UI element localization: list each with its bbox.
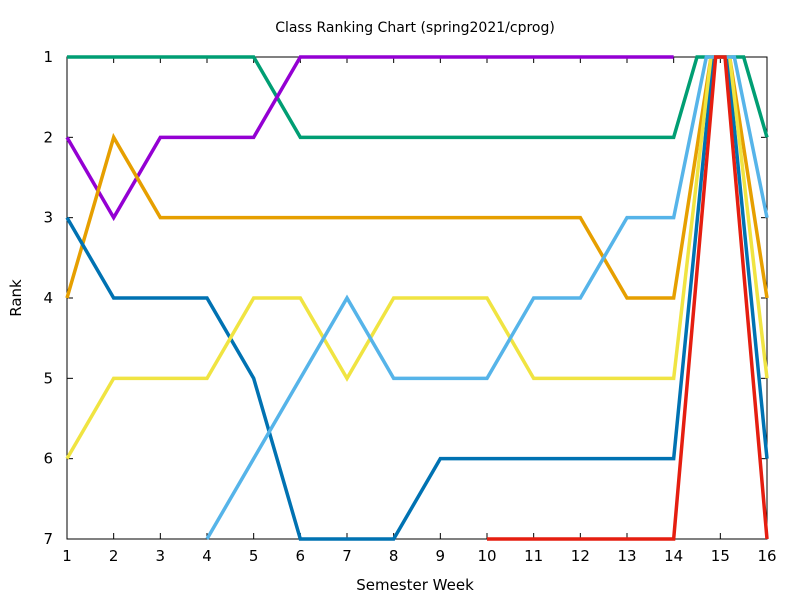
x-tick-label: 13: [617, 547, 636, 565]
x-tick-label: 9: [436, 547, 446, 565]
y-tick-label: 5: [43, 369, 53, 387]
series-line-2: [65, 55, 674, 222]
y-tick-label: 7: [43, 530, 53, 548]
series-group: [65, 55, 769, 541]
x-tick-label: 11: [524, 547, 543, 565]
y-tick-label: 4: [43, 289, 53, 307]
x-tick-label: 12: [571, 547, 590, 565]
series-line-1: [67, 55, 769, 140]
x-tick-label: 1: [62, 547, 72, 565]
x-tick-label: 2: [109, 547, 119, 565]
x-tick-label: 7: [342, 547, 352, 565]
chart-title: Class Ranking Chart (spring2021/cprog): [275, 20, 555, 36]
x-tick-label: 10: [477, 547, 496, 565]
series-line-4: [65, 55, 769, 541]
y-tick-label: 2: [43, 128, 53, 146]
series-line-7: [487, 55, 769, 541]
y-tick-label: 3: [43, 209, 53, 227]
x-tick-label: 6: [296, 547, 306, 565]
y-axis-label: Rank: [7, 279, 25, 317]
x-tick-label: 4: [202, 547, 212, 565]
x-tick-label: 5: [249, 547, 259, 565]
x-tick-label: 14: [664, 547, 683, 565]
x-tick-label: 3: [156, 547, 166, 565]
x-tick-label: 16: [757, 547, 776, 565]
series-line-3: [65, 55, 769, 300]
x-tick-label: 8: [389, 547, 399, 565]
x-axis-label: Semester Week: [356, 576, 474, 594]
series-line-6: [205, 55, 769, 540]
y-tick-label: 6: [43, 450, 53, 468]
y-tick-label: 1: [43, 48, 53, 66]
series-line-5: [65, 55, 769, 460]
x-tick-label: 15: [711, 547, 730, 565]
